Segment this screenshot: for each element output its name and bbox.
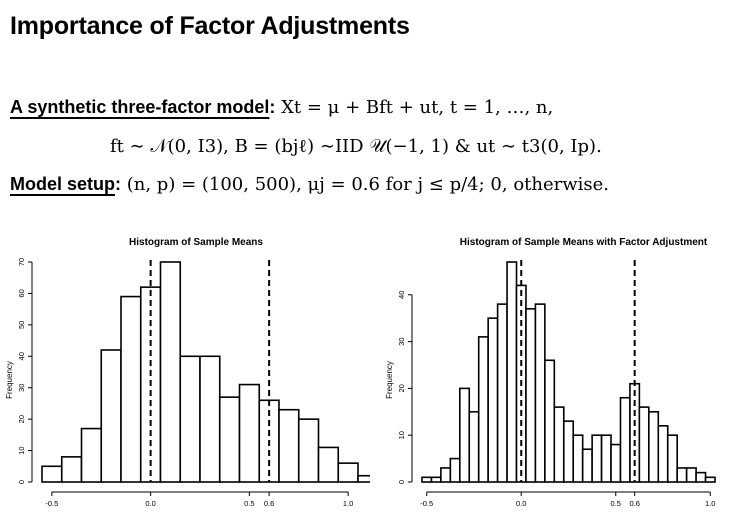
histogram-bar xyxy=(685,467,697,483)
x-tick-label: 0.6 xyxy=(264,499,274,508)
y-axis-label: Frequency xyxy=(5,361,14,399)
histogram-bar xyxy=(60,456,83,483)
histogram-bar xyxy=(619,396,631,483)
y-tick-label: 50 xyxy=(17,321,26,329)
x-tick-label: 0.5 xyxy=(611,499,621,508)
x-tick-label: 1.0 xyxy=(705,499,715,508)
histogram-bar xyxy=(610,443,622,483)
histogram-bar xyxy=(638,406,650,483)
histogram-bar xyxy=(238,383,261,483)
model-line: A synthetic three-factor model: Xt = μ +… xyxy=(10,97,553,118)
histogram-bar xyxy=(591,434,603,483)
y-tick-label: 30 xyxy=(17,384,26,392)
histogram-bar xyxy=(100,349,122,483)
x-tick-label: 0.5 xyxy=(244,499,254,508)
y-tick-label: 0 xyxy=(17,480,26,484)
histogram-bar xyxy=(120,295,142,483)
histogram-bar xyxy=(337,462,359,483)
histogram-bar xyxy=(218,396,241,483)
setup-line: Model setup: (n, p) = (100, 500), μj = 0… xyxy=(10,174,609,195)
x-tick-label: 0.0 xyxy=(145,499,155,508)
model-label: A synthetic three-factor model xyxy=(10,97,270,117)
histogram-bar xyxy=(600,434,612,483)
histogram-bar xyxy=(553,406,565,483)
histogram-bar xyxy=(572,434,584,483)
histogram-bar xyxy=(695,471,707,483)
chart-title: Histogram of Sample Means with Factor Ad… xyxy=(460,237,708,248)
y-tick-label: 30 xyxy=(397,337,406,345)
y-tick-label: 10 xyxy=(397,431,406,439)
histogram-bar xyxy=(41,465,63,483)
setup-formula: (n, p) = (100, 500), μj = 0.6 for j ≤ p/… xyxy=(121,174,610,195)
histogram-bar xyxy=(581,448,593,483)
x-tick-label: -0.5 xyxy=(420,499,433,508)
distribution-line: ft ∼ 𝒩(0, I3), B = (bjℓ) ∼IID 𝒰(−1, 1) &… xyxy=(110,136,602,157)
histogram-bar xyxy=(430,476,442,483)
histogram-bar xyxy=(357,474,370,483)
histogram-bar xyxy=(648,410,660,483)
y-tick-label: 0 xyxy=(397,480,406,484)
histogram-bar xyxy=(278,408,300,483)
histogram-bar xyxy=(449,457,461,483)
x-tick-label: -0.5 xyxy=(45,499,58,508)
slide-title: Importance of Factor Adjustments xyxy=(10,12,410,40)
y-tick-label: 70 xyxy=(17,258,26,266)
chart-title: Histogram of Sample Means xyxy=(129,237,263,248)
histogram-bar xyxy=(657,425,669,483)
x-tick-label: 1.0 xyxy=(343,499,353,508)
histogram-bar xyxy=(459,387,471,483)
histogram-bar xyxy=(297,418,320,483)
histogram-bar xyxy=(199,355,221,483)
setup-label: Model setup xyxy=(10,174,116,194)
histogram-bar xyxy=(317,446,340,483)
histogram-bar xyxy=(468,410,480,483)
histogram-bar xyxy=(525,308,537,483)
y-axis-label: Frequency xyxy=(385,361,394,399)
x-tick-label: 0.6 xyxy=(629,499,639,508)
histogram-bar xyxy=(506,261,518,483)
histogram-bar xyxy=(704,476,716,483)
histogram-bar xyxy=(676,467,688,483)
histogram-bar xyxy=(440,467,452,483)
y-tick-label: 20 xyxy=(17,415,26,423)
histogram-bar xyxy=(496,303,508,483)
y-tick-label: 10 xyxy=(17,446,26,454)
histogram-factor-adjusted: Histogram of Sample Means with Factor Ad… xyxy=(385,237,716,508)
histogram-bar xyxy=(179,355,201,483)
distribution-formula: ft ∼ 𝒩(0, I3), B = (bjℓ) ∼IID 𝒰(−1, 1) &… xyxy=(110,136,602,157)
histogram-sample-means: Histogram of Sample Means -0.5 0.0 0.5 0.6 1.… xyxy=(5,237,370,508)
histogram-bar xyxy=(562,420,575,483)
histogram-bar xyxy=(159,261,182,483)
histogram-bar xyxy=(544,359,556,483)
y-tick-label: 40 xyxy=(397,291,406,299)
model-formula: Xt = μ + Bft + ut, t = 1, …, n, xyxy=(275,97,554,118)
y-tick-label: 60 xyxy=(17,289,26,297)
x-tick-label: 0.0 xyxy=(516,499,526,508)
y-tick-label: 40 xyxy=(17,352,26,360)
histogram-bar xyxy=(477,336,489,483)
histogram-bar xyxy=(534,303,546,483)
model-colon: : xyxy=(269,97,276,117)
y-tick-label: 20 xyxy=(397,384,406,392)
histogram-bar xyxy=(80,427,103,483)
histogram-bar xyxy=(487,317,499,483)
histogram-bar xyxy=(666,434,678,483)
histogram-bar xyxy=(421,476,433,483)
setup-colon: : xyxy=(115,174,122,194)
